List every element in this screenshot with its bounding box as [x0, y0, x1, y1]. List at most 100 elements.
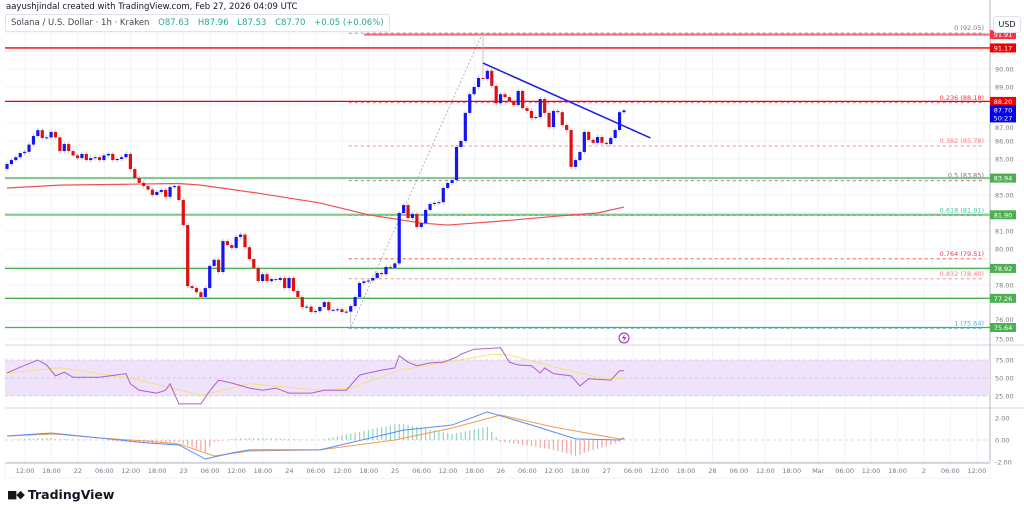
tradingview-logo: ■◆ TradingView [7, 487, 114, 502]
candle-down [296, 290, 300, 298]
candle-down [547, 112, 551, 127]
level-price-tag-text: 91.17 [994, 44, 1013, 52]
candle-up [31, 135, 36, 145]
candle-down [181, 200, 185, 226]
ohlc-low: L87.53 [237, 18, 267, 28]
candle-up [23, 151, 27, 154]
macd-axis-label: 0.00 [995, 437, 1009, 445]
candle-down [194, 288, 199, 293]
level-price-tag [990, 43, 1016, 53]
candle-up [36, 130, 40, 136]
fib-level-label: 0 (92.05) [954, 24, 984, 32]
candle-up [419, 223, 423, 228]
candle-up [472, 87, 476, 95]
candle-up [234, 236, 238, 248]
candle-down [146, 186, 150, 190]
rsi-axis-label: 50.00 [995, 375, 1014, 383]
time-axis-label: 06:00 [201, 467, 220, 475]
last-price-tag [990, 105, 1016, 123]
candle-up [27, 144, 31, 152]
last-price-value: 87.70 [994, 106, 1013, 114]
time-axis-label: 12:00 [16, 467, 35, 475]
time-axis-label: 18:00 [465, 467, 484, 475]
time-axis-label: 12:00 [650, 467, 669, 475]
candle-up [331, 309, 335, 311]
time-axis-label: 06:00 [412, 467, 431, 475]
candle-down [177, 186, 181, 201]
level-price-tag [990, 322, 1016, 332]
candle-down [300, 297, 304, 307]
lightning-event-icon[interactable] [618, 332, 630, 344]
candle-down [503, 94, 507, 98]
level-price-tag-text: 91.91 [994, 31, 1013, 39]
candle-up [203, 288, 207, 298]
candle-up [476, 78, 481, 87]
candle-down [560, 112, 564, 125]
candle-up [80, 153, 84, 159]
candle-down [230, 245, 234, 248]
time-axis-label: 06:00 [941, 467, 960, 475]
brand-name: TradingView [27, 487, 115, 502]
candle-up [534, 117, 538, 119]
candle-up [516, 90, 520, 105]
candle-down [529, 110, 534, 118]
ohlc-open: O87.63 [158, 18, 190, 28]
tradingview-logo-mark: ■◆ [7, 488, 25, 501]
level-price-tag [990, 210, 1016, 220]
time-axis-label: 22 [74, 467, 82, 475]
candle-up [155, 191, 159, 195]
ohlc-high: H87.96 [197, 18, 229, 28]
candle-down [600, 137, 604, 143]
candle-up [322, 302, 326, 307]
candle-down [75, 155, 80, 159]
candle-up [371, 277, 375, 281]
price-tags: 91.91 91.17 88.20 83.94 81.90 78.92 77.26 75.64… [990, 30, 1016, 332]
candle-up [622, 110, 626, 113]
candle-up [609, 137, 613, 145]
time-axis-label: 12:00 [544, 467, 563, 475]
rsi-line [6, 347, 624, 405]
rsi-axis-label: 25.00 [995, 393, 1014, 401]
time-axis-label: 18:00 [571, 467, 590, 475]
candle-up [208, 265, 212, 289]
candle-up [384, 267, 388, 275]
time-axis-label: Mar [812, 467, 825, 475]
candle-up [221, 241, 225, 273]
candle-up [49, 132, 53, 138]
price-axis-label: 90.00 [995, 66, 1014, 74]
rsi-pane [5, 347, 990, 405]
candle-up [454, 146, 459, 181]
candles [5, 32, 626, 328]
time-axis-label: 2 [922, 467, 926, 475]
fib-level-label: 1 (75.64) [954, 319, 984, 327]
macd-axis-label: 2.00 [995, 415, 1009, 423]
candle-down [252, 259, 256, 269]
time-axis-label: 18:00 [359, 467, 378, 475]
time-axis-label: 12:00 [227, 467, 246, 475]
candle-up [278, 277, 282, 280]
candle-up [617, 112, 622, 131]
candle-up [595, 137, 600, 143]
candle-down [164, 189, 168, 197]
price-axis-label: 75.00 [995, 336, 1014, 344]
candle-down [247, 247, 251, 260]
candle-up [287, 277, 291, 289]
level-price-tag-text: 88.20 [994, 98, 1013, 106]
candle-up [613, 130, 617, 138]
candle-up [450, 180, 454, 183]
candle-up [393, 263, 397, 268]
candle-down [291, 277, 296, 291]
symbol-legend[interactable]: Solana / U.S. Dollar · 1h · Kraken O87.6… [5, 14, 390, 32]
fib-level-label: 0.764 (79.51) [940, 250, 984, 258]
currency-button[interactable]: USD [993, 16, 1021, 33]
candle-up [582, 132, 586, 152]
fib-level-label: 0.236 (88.18) [940, 94, 984, 102]
trendline[interactable] [482, 62, 651, 139]
candle-up [102, 155, 106, 161]
candle-down [40, 130, 44, 138]
candle-down [340, 309, 344, 312]
fib-retracement[interactable]: 0 (92.05) 0.236 (88.18) 0.382 (85.78) 0.5 (… [348, 24, 985, 329]
candle-down [186, 225, 190, 287]
candle-down [150, 189, 155, 195]
